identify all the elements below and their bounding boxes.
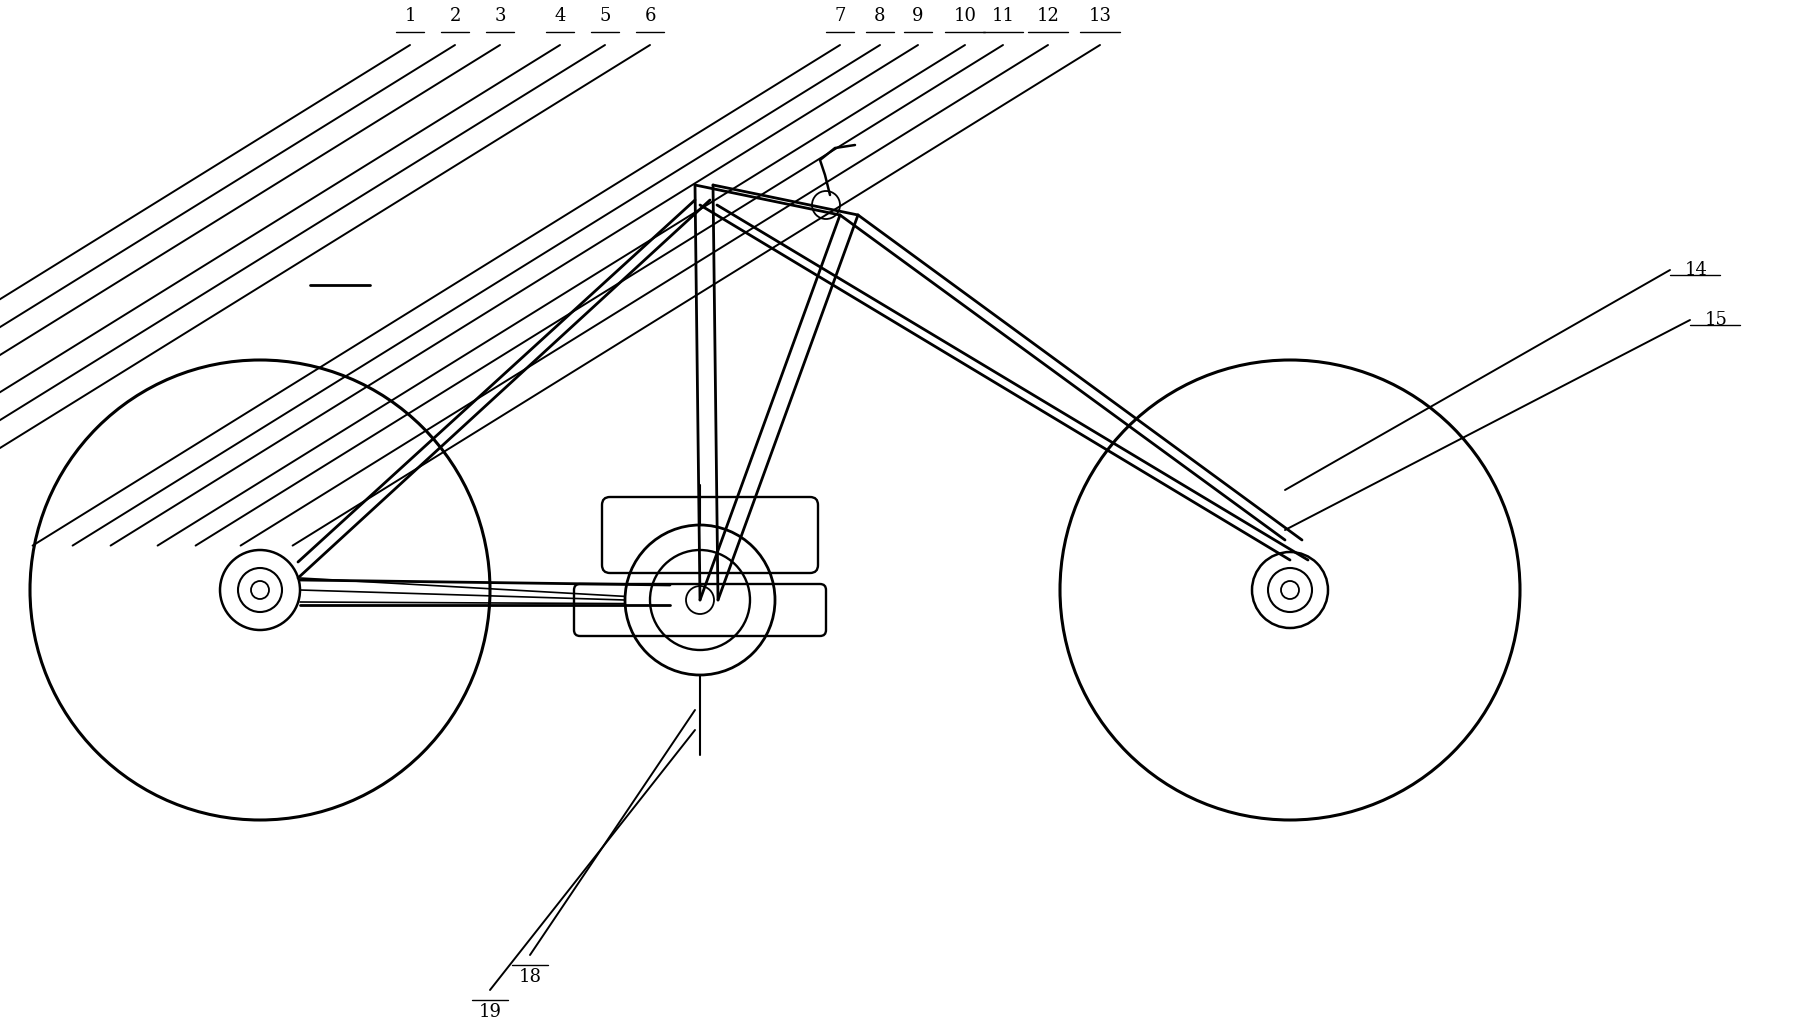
Text: 3: 3 [495, 7, 506, 25]
Text: 19: 19 [479, 1003, 502, 1021]
Text: 5: 5 [600, 7, 611, 25]
Text: 12: 12 [1037, 7, 1059, 25]
Text: 2: 2 [450, 7, 461, 25]
Text: 4: 4 [555, 7, 566, 25]
Text: 13: 13 [1088, 7, 1111, 25]
Text: 9: 9 [913, 7, 923, 25]
Text: 10: 10 [954, 7, 976, 25]
Text: 11: 11 [992, 7, 1014, 25]
Text: 14: 14 [1684, 261, 1708, 279]
Text: 7: 7 [835, 7, 846, 25]
Text: 18: 18 [519, 968, 542, 986]
Text: 8: 8 [875, 7, 885, 25]
Text: 15: 15 [1706, 311, 1727, 329]
Text: 6: 6 [645, 7, 656, 25]
Text: 1: 1 [405, 7, 416, 25]
